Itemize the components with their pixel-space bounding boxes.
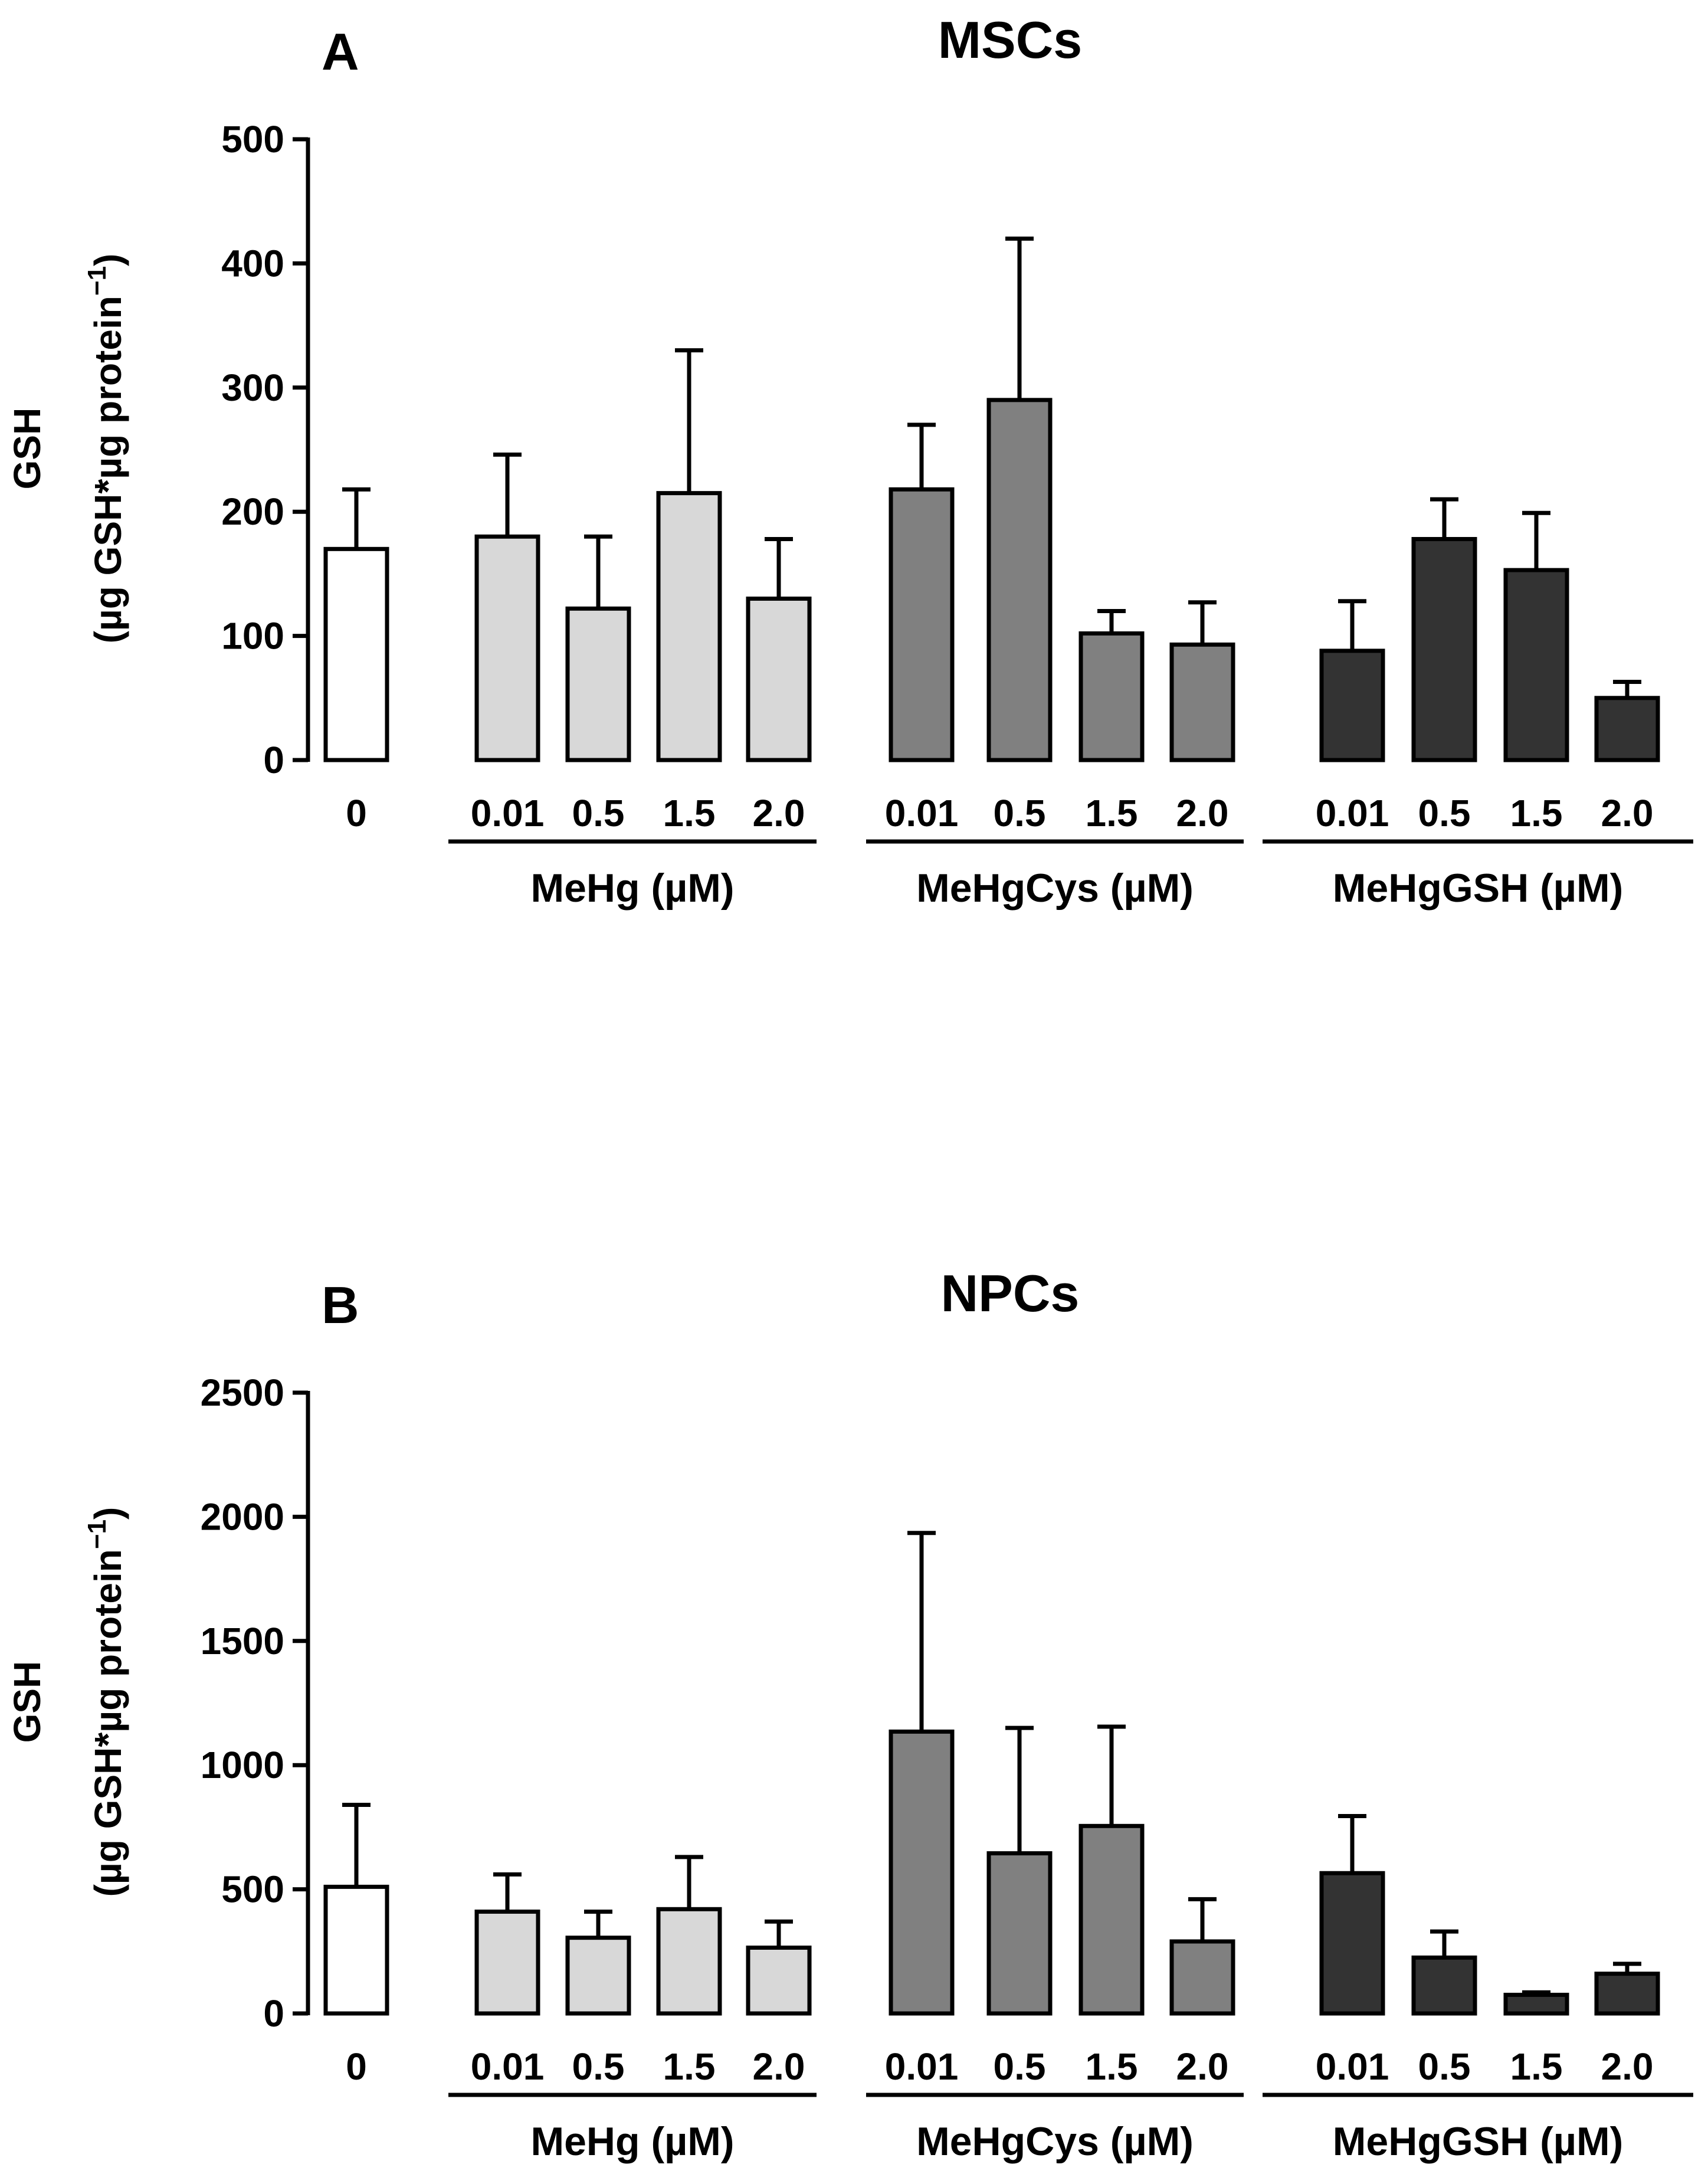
bar-mehg-0_01 [474, 1909, 540, 2016]
x-tick-label: 0.01 [1316, 792, 1389, 834]
group-label-mehgcys: MeHgCys (µM) [916, 866, 1194, 911]
y-axis-unit-label: (µg GSH*µg protein−1) [83, 1507, 129, 1897]
y-axis-label: GSH [6, 1661, 48, 1743]
bar-mehggsh-1_5 [1503, 1992, 1569, 2016]
y-tick-label: 0 [263, 739, 284, 781]
y-tick-label: 300 [221, 366, 284, 409]
x-tick-label: 0 [346, 792, 367, 834]
bar-mehgcys-0_5 [986, 398, 1053, 762]
y-tick-label: 100 [221, 615, 284, 657]
bar-mehg-0_5 [565, 606, 631, 762]
group-label-mehgcys: MeHgCys (µM) [916, 2119, 1194, 2164]
panel-letter: A [322, 22, 359, 81]
bar-mehgcys-0_01 [889, 487, 955, 762]
x-tick-label: 1.5 [663, 792, 716, 834]
x-tick-label: 0.01 [1316, 2045, 1389, 2088]
chart-title: MSCs [938, 11, 1083, 69]
x-tick-label: 1.5 [1510, 2045, 1563, 2088]
bar-mehgcys-1_5 [1078, 631, 1145, 762]
x-tick-label: 2.0 [753, 2045, 805, 2088]
bar-mehg-0_5 [565, 1936, 631, 2016]
x-tick-label: 0.01 [471, 2045, 545, 2088]
bar-mehgcys-1_5 [1078, 1823, 1145, 2016]
bar-mehggsh-0_5 [1411, 536, 1477, 762]
bar-mehggsh-1_5 [1503, 568, 1569, 762]
bar-mehgcys-2_0 [1169, 1939, 1235, 2016]
y-tick-label: 200 [221, 490, 284, 533]
bar-mehggsh-0_01 [1319, 1871, 1385, 2016]
y-axis-unit-label: (µg GSH*µg protein−1) [83, 254, 129, 644]
bar-mehgcys-0_5 [986, 1851, 1053, 2016]
x-tick-label: 2.0 [1176, 2045, 1229, 2088]
y-tick-label: 500 [221, 1868, 284, 1911]
y-tick-label: 1500 [201, 1620, 284, 1662]
x-tick-label: 0.5 [994, 2045, 1046, 2088]
bar-mehg-2_0 [746, 596, 812, 762]
group-label-mehg: MeHg (µM) [530, 2119, 734, 2164]
bar-mehggsh-0_01 [1319, 649, 1385, 762]
chart-title: NPCs [941, 1264, 1080, 1322]
bar-mehggsh-2_0 [1594, 1972, 1660, 2016]
y-axis-label: GSH [6, 408, 48, 490]
y-tick-label: 2500 [201, 1371, 284, 1414]
x-tick-label: 1.5 [1086, 2045, 1138, 2088]
x-tick-label: 1.5 [1086, 792, 1138, 834]
x-tick-label: 0.01 [885, 2045, 959, 2088]
bar-control-0 [323, 1884, 389, 2016]
bar-mehg-2_0 [746, 1945, 812, 2016]
y-tick-label: 0 [263, 1992, 284, 2035]
x-tick-label: 2.0 [1176, 792, 1229, 834]
x-tick-label: 2.0 [753, 792, 805, 834]
group-label-mehggsh: MeHgGSH (µM) [1333, 2119, 1623, 2164]
x-tick-label: 0.5 [572, 792, 625, 834]
x-tick-label: 0.01 [471, 792, 545, 834]
y-tick-label: 400 [221, 242, 284, 284]
bar-mehg-0_01 [474, 534, 540, 762]
y-tick-label: 500 [221, 118, 284, 161]
x-tick-label: 2.0 [1601, 2045, 1654, 2088]
y-tick-label: 2000 [201, 1495, 284, 1538]
panel-letter: B [322, 1276, 359, 1334]
x-tick-label: 0 [346, 2045, 367, 2088]
group-label-mehggsh: MeHgGSH (µM) [1333, 866, 1623, 911]
bar-mehg-1_5 [656, 491, 722, 762]
bar-mehggsh-2_0 [1594, 696, 1660, 762]
x-tick-label: 0.01 [885, 792, 959, 834]
x-tick-label: 1.5 [1510, 792, 1563, 834]
x-tick-label: 0.5 [994, 792, 1046, 834]
bar-mehgcys-2_0 [1169, 642, 1235, 762]
x-tick-label: 1.5 [663, 2045, 716, 2088]
bar-control-0 [323, 546, 389, 762]
chart-panel-a: A MSCs GSH (µg GSH*µg protein−1) 0 100 200 300 4… [6, 11, 1693, 911]
y-tick-label: 1000 [201, 1744, 284, 1786]
x-tick-label: 0.5 [1418, 2045, 1471, 2088]
chart-panel-b: B NPCs GSH (µg GSH*µg protein−1) 0 500 1000 150… [6, 1264, 1693, 2164]
x-tick-label: 2.0 [1601, 792, 1654, 834]
bar-mehg-1_5 [656, 1907, 722, 2016]
bar-mehggsh-0_5 [1411, 1955, 1477, 2016]
bar-mehgcys-0_01 [889, 1729, 955, 2016]
x-tick-label: 0.5 [572, 2045, 625, 2088]
x-tick-label: 0.5 [1418, 792, 1471, 834]
group-label-mehg: MeHg (µM) [530, 866, 734, 911]
